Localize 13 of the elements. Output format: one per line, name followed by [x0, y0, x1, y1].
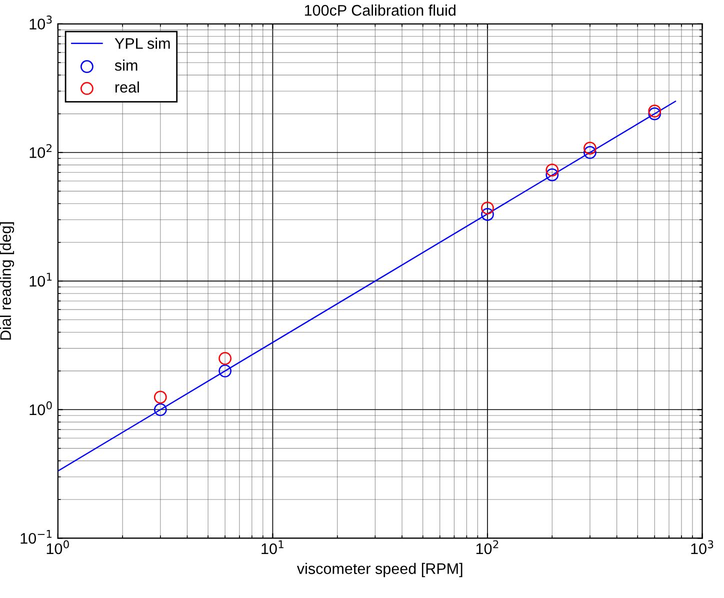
x-tick-label: 10$^{3}$ [691, 540, 714, 554]
y-tick-label: 10$^{1}$ [30, 272, 52, 287]
legend-label: YPL sim [114, 38, 170, 49]
x-tick-label: 10$^{1}$ [262, 540, 284, 554]
legend-label: sim [114, 60, 138, 71]
y-axis-title: Dial reading [deg] [0, 222, 14, 340]
y-tick-label: 10$^{2}$ [30, 144, 52, 158]
chart-title: 100cP Calibration fluid [304, 4, 456, 16]
legend-label: real [115, 81, 139, 93]
y-tick-label: 10$^{0}$ [30, 401, 52, 416]
y-tick-label: 10$^{3}$ [30, 16, 52, 30]
x-tick-label: 10$^{2}$ [476, 540, 498, 554]
x-axis-title: viscometer speed [RPM] [296, 562, 462, 578]
